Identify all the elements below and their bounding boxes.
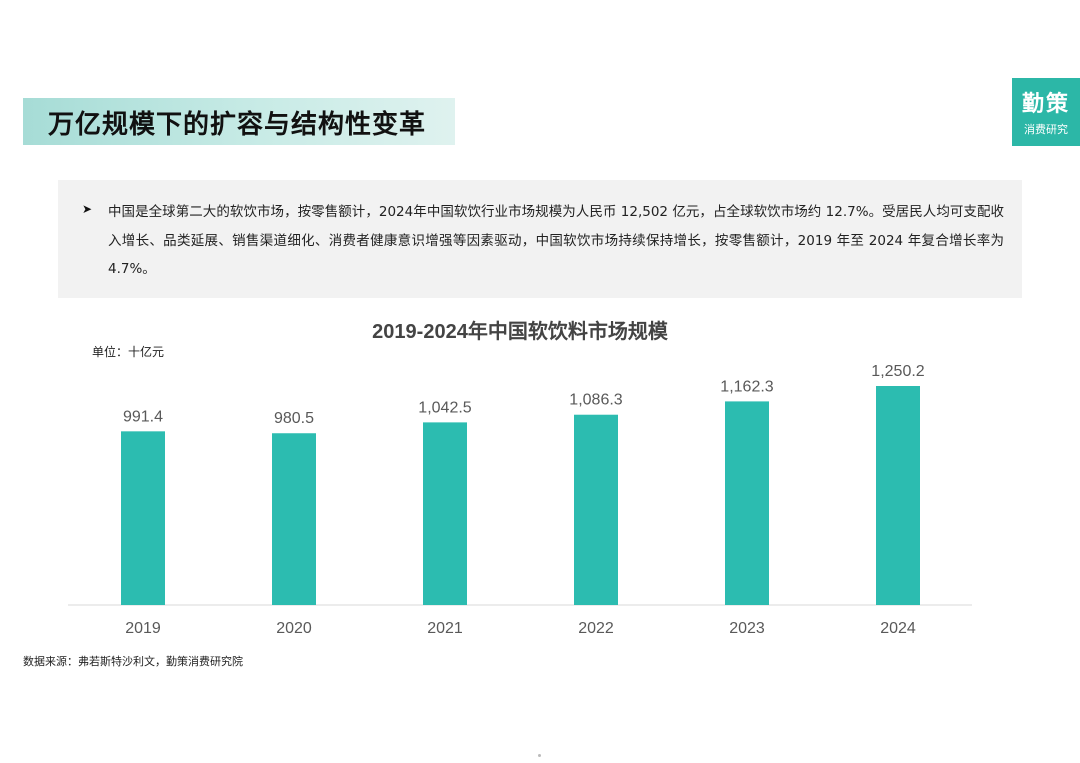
chart-title: 2019-2024年中国软饮料市场规模: [372, 319, 669, 343]
source-footnote: 数据来源：弗若斯特沙利文，勤策消费研究院: [23, 655, 243, 668]
bar-2024: [876, 386, 920, 605]
x-tick-label-2022: 2022: [578, 620, 614, 637]
brand-logo: 勤策 消费研究: [1012, 78, 1080, 146]
summary-text: 中国是全球第二大的软饮市场，按零售额计，2024年中国软饮行业市场规模为人民币 …: [108, 204, 1004, 277]
x-tick-label-2021: 2021: [427, 620, 463, 637]
data-label-2022: 1,086.3: [569, 392, 622, 409]
chart-unit-label: 单位：十亿元: [92, 344, 164, 359]
x-tick-label-2019: 2019: [125, 620, 161, 637]
data-label-2021: 1,042.5: [418, 399, 471, 416]
x-tick-label-2023: 2023: [729, 620, 765, 637]
bar-2019: [121, 431, 165, 605]
data-label-2024: 1,250.2: [871, 363, 924, 380]
x-tick-label-2024: 2024: [880, 620, 916, 637]
page-indicator-dot: [538, 754, 541, 757]
logo-main-text: 勤策: [1021, 92, 1070, 117]
arrow-bullet-icon: ➤: [82, 202, 93, 216]
bar-chart: 2019-2024年中国软饮料市场规模 单位：十亿元 991.4 2019 980.…: [68, 319, 972, 637]
bar-2023: [725, 401, 769, 605]
summary-box: ➤ 中国是全球第二大的软饮市场，按零售额计，2024年中国软饮行业市场规模为人民…: [58, 180, 1022, 298]
page-title: 万亿规模下的扩容与结构性变革: [48, 110, 427, 140]
data-label-2023: 1,162.3: [720, 378, 773, 395]
bars-layer: 991.4 2019 980.5 2020 1,042.5 2021 1,086.3 2022…: [121, 363, 925, 637]
logo-sub-text: 消费研究: [1024, 123, 1068, 136]
header-banner: 万亿规模下的扩容与结构性变革: [23, 98, 455, 145]
data-label-2019: 991.4: [123, 408, 163, 425]
bar-2022: [574, 414, 618, 605]
bar-2021: [423, 422, 467, 605]
data-label-2020: 980.5: [274, 410, 314, 427]
x-tick-label-2020: 2020: [276, 620, 312, 637]
bar-2020: [272, 433, 316, 605]
